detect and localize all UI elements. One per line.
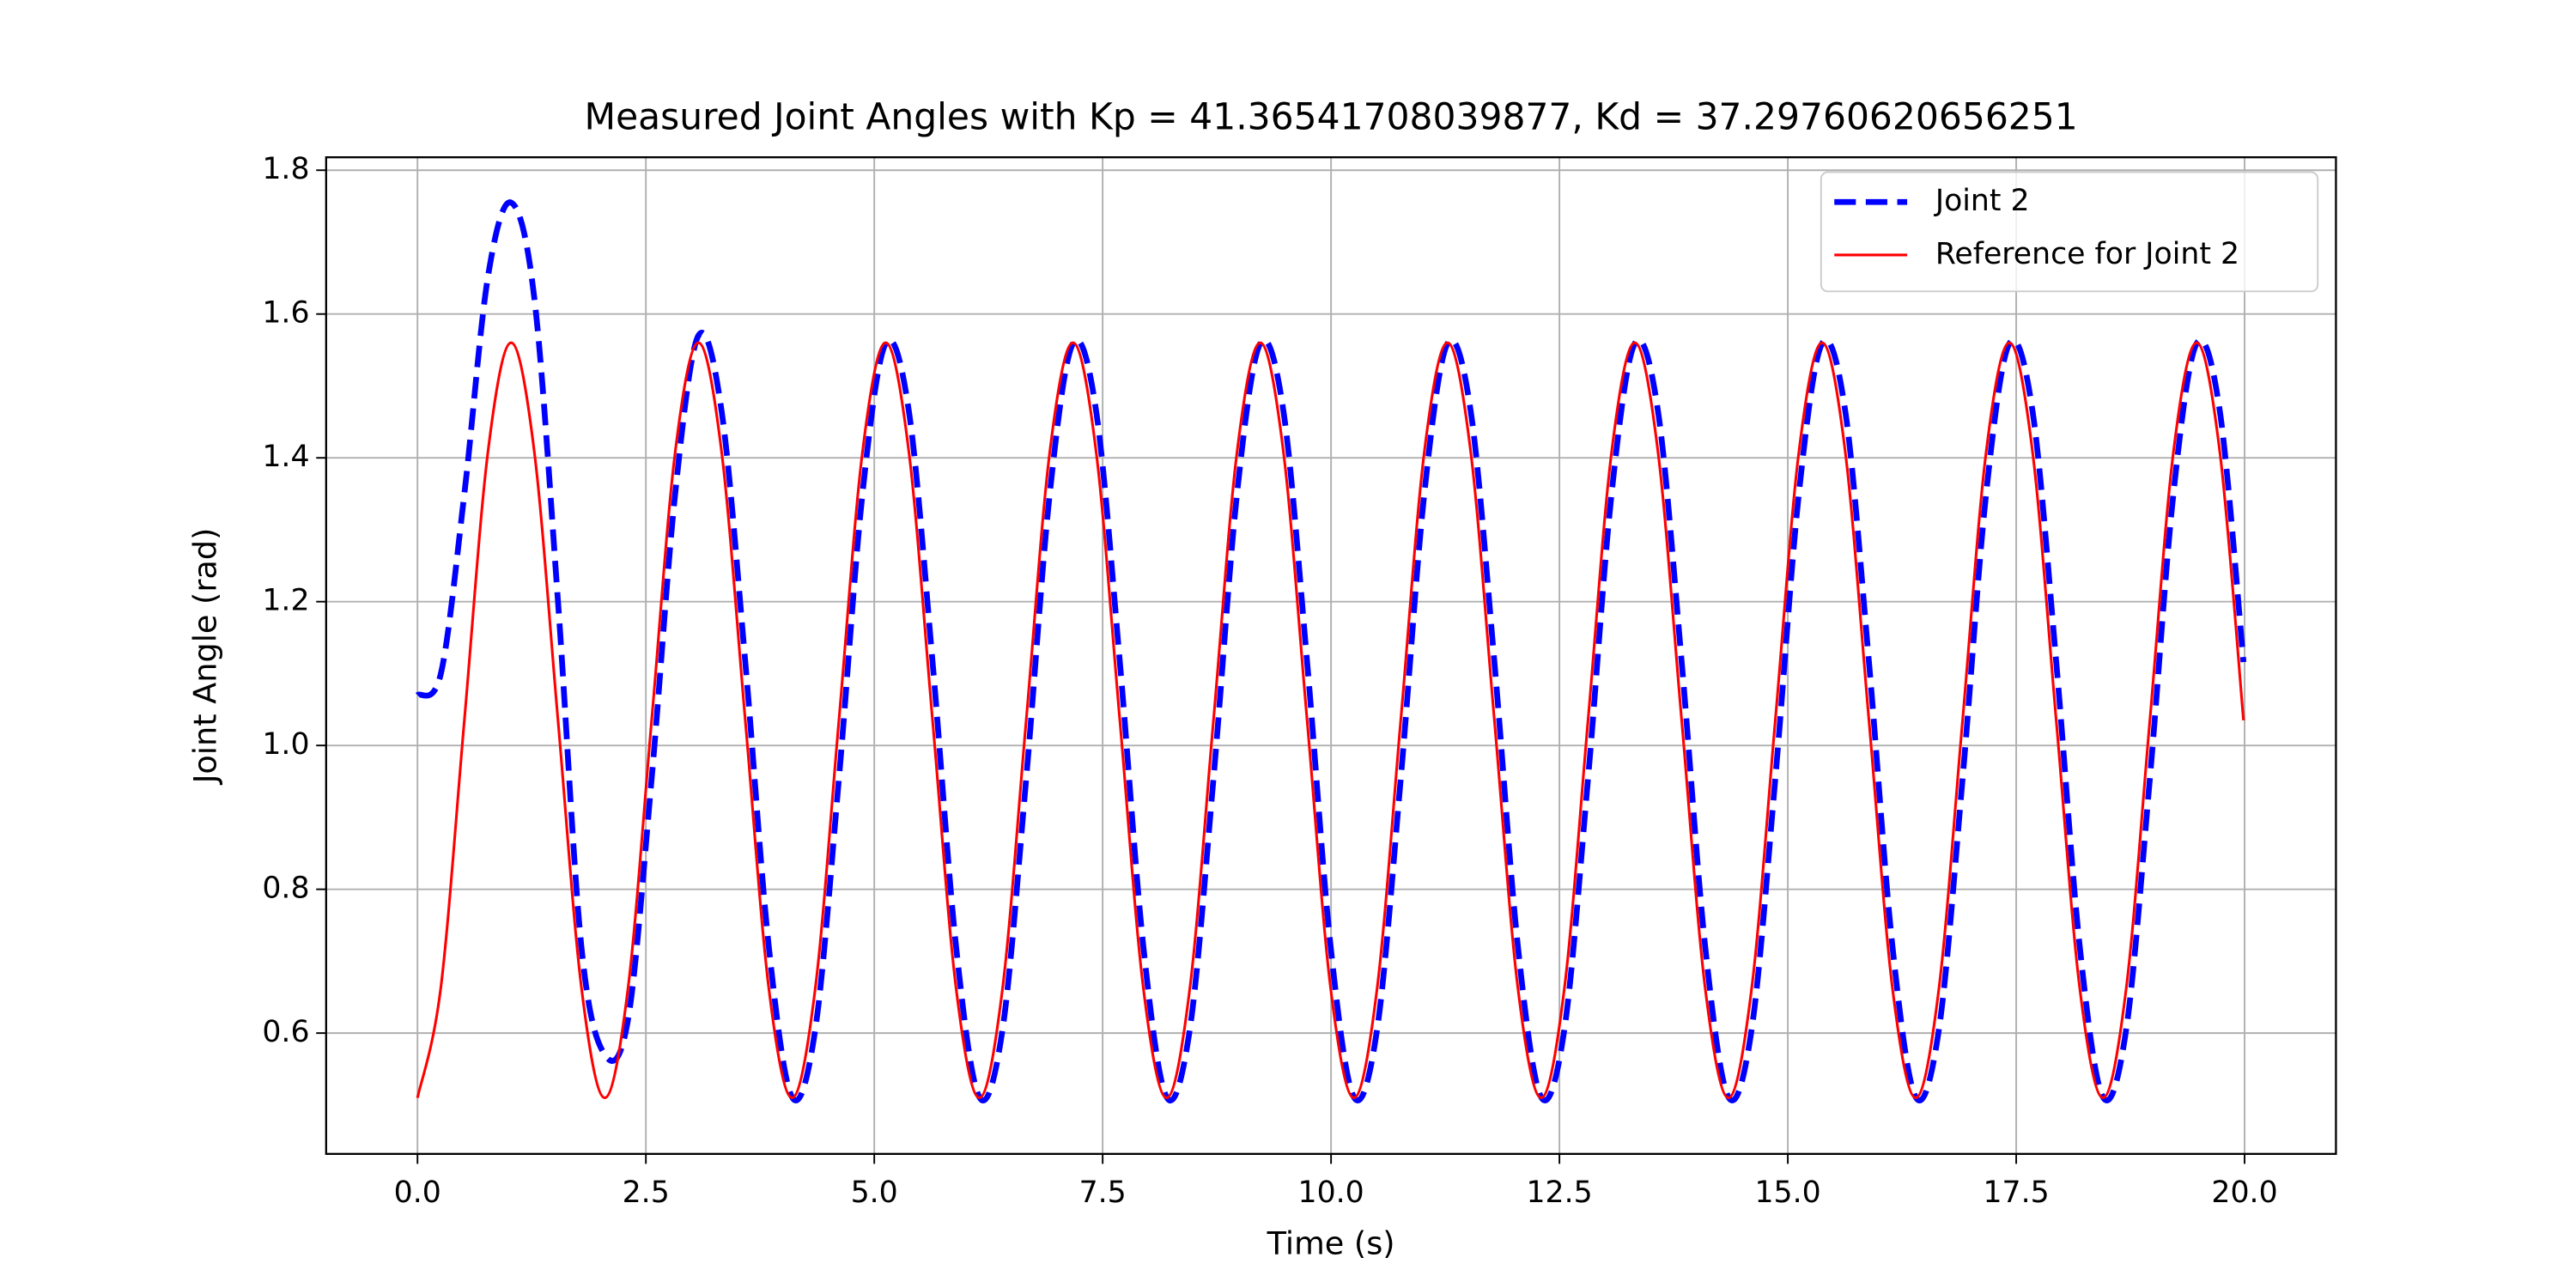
y-tick-label: 1.0 (262, 727, 309, 762)
x-tick-label: 10.0 (1298, 1176, 1364, 1210)
y-tick-label: 1.8 (262, 152, 309, 186)
y-tick-label: 1.4 (262, 440, 309, 474)
chart-title: Measured Joint Angles with Kp = 41.36541… (584, 96, 2077, 138)
series-line (415, 199, 2247, 1103)
x-tick-label: 20.0 (2211, 1176, 2277, 1210)
legend-label: Reference for Joint 2 (1935, 237, 2239, 271)
x-tick-label: 0.0 (394, 1176, 441, 1210)
x-tick-label: 17.5 (1983, 1176, 2049, 1210)
x-tick-label: 15.0 (1754, 1176, 1820, 1210)
x-tick-label: 12.5 (1526, 1176, 1592, 1210)
x-axis-label: Time (s) (1267, 1224, 1395, 1261)
y-tick-label: 0.6 (262, 1015, 309, 1049)
y-axis-label: Joint Angle (rad) (187, 528, 224, 786)
plot-frame (325, 156, 2337, 1155)
y-tick-label: 0.8 (262, 872, 309, 906)
y-tick-label: 1.6 (262, 296, 309, 331)
x-tick-label: 7.5 (1079, 1176, 1127, 1210)
x-tick-label: 2.5 (623, 1176, 670, 1210)
legend-box (1820, 171, 2319, 293)
x-tick-label: 5.0 (851, 1176, 898, 1210)
series-line (416, 341, 2245, 1100)
y-tick-label: 1.2 (262, 584, 309, 618)
legend-label: Joint 2 (1934, 184, 2030, 218)
